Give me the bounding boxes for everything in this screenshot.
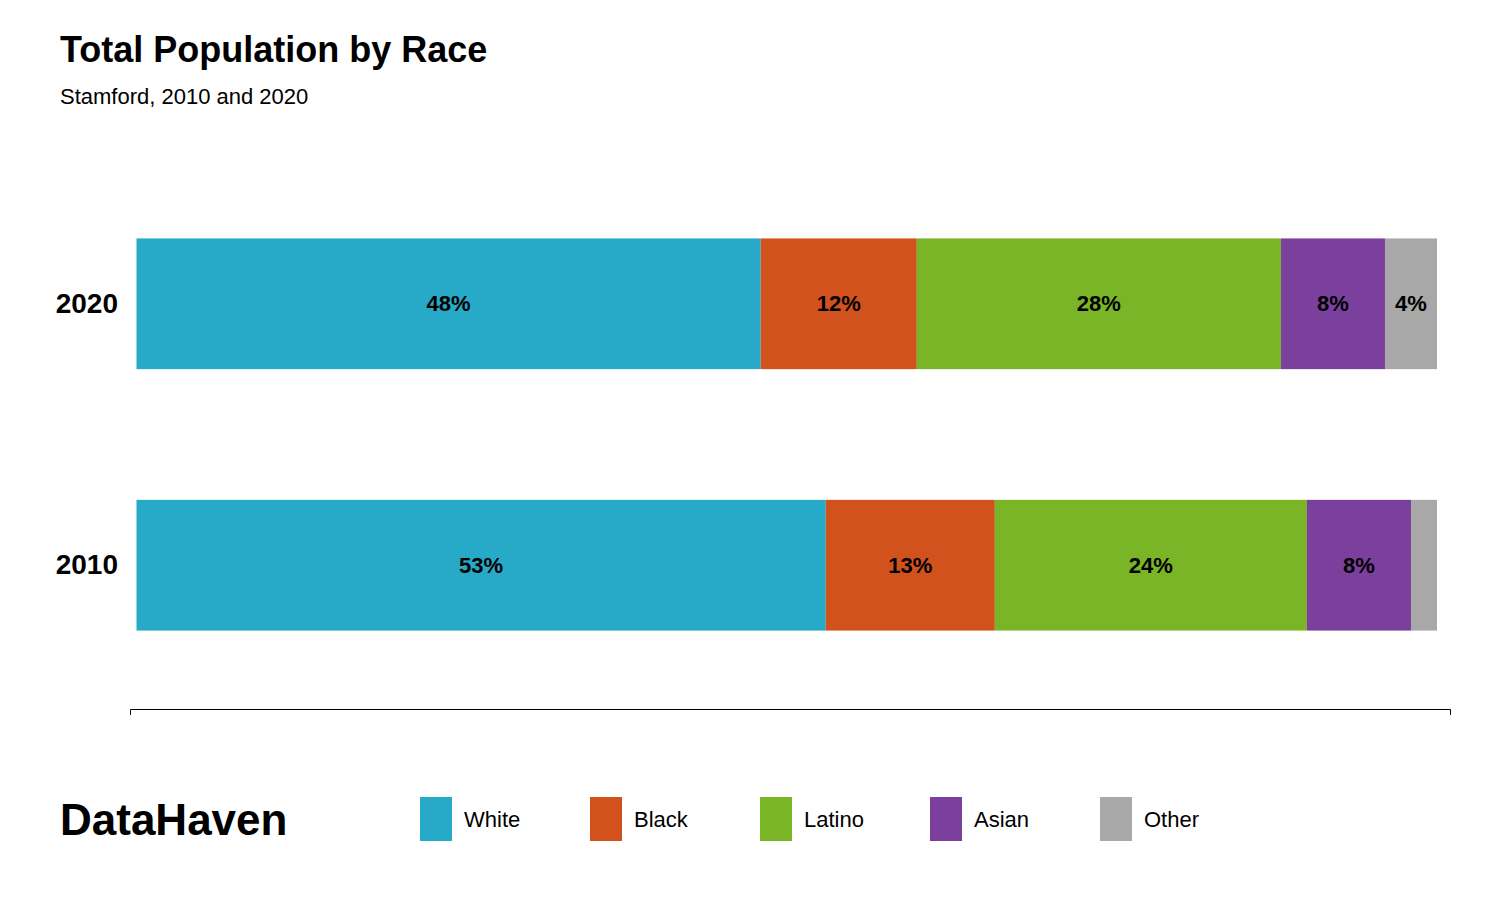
title: Total Population by Race	[60, 29, 487, 70]
legend-swatch	[760, 797, 792, 841]
legend-label: Other	[1144, 807, 1199, 832]
legend-item: Asian	[930, 797, 1029, 841]
bar-segment	[1411, 500, 1437, 631]
bar-segment	[1281, 238, 1385, 369]
legend-item: Latino	[760, 797, 864, 841]
y-tick: 2020	[56, 288, 118, 319]
legend-swatch	[420, 797, 452, 841]
subtitle: Stamford, 2010 and 2020	[60, 84, 308, 109]
bar-segment	[917, 238, 1281, 369]
y-axis: 2020 2010	[56, 288, 118, 580]
data-label: 48%	[427, 291, 471, 316]
chart: Total Population by Race Stamford, 2010 a…	[0, 0, 1500, 899]
x-axis	[131, 710, 1451, 716]
x-axis-line	[131, 710, 1451, 716]
bar-segment	[1385, 238, 1437, 369]
legend-item: Other	[1100, 797, 1199, 841]
legend-item: Black	[590, 797, 689, 841]
bar-segment	[995, 500, 1307, 631]
legend-label: Latino	[804, 807, 864, 832]
y-tick: 2010	[56, 549, 118, 580]
legend-swatch	[590, 797, 622, 841]
data-label: 12%	[817, 291, 861, 316]
bar-segment	[137, 500, 826, 631]
data-label: 8%	[1343, 553, 1375, 578]
legend-swatch	[930, 797, 962, 841]
data-label: 13%	[888, 553, 932, 578]
data-labels: 48% 53% 12% 13% 28% 24% 8% 8% 4%	[427, 291, 1427, 577]
plot: 48% 53% 12% 13% 28% 24% 8% 8% 4% 2020 2010	[56, 238, 1451, 715]
y-tick-label: 2010	[56, 549, 118, 580]
legend-swatch	[1100, 797, 1132, 841]
annotation: DataHaven	[60, 795, 287, 844]
bar-segment	[826, 500, 995, 631]
bar-segment	[1307, 500, 1411, 631]
data-label: 28%	[1077, 291, 1121, 316]
legend: White Black Latino Asian Other	[420, 797, 1199, 841]
data-label: 4%	[1395, 291, 1427, 316]
data-label: 8%	[1317, 291, 1349, 316]
bars	[137, 238, 1437, 630]
bar-segment	[761, 238, 917, 369]
legend-item: White	[420, 797, 520, 841]
legend-label: Black	[634, 807, 689, 832]
legend-label: White	[464, 807, 520, 832]
data-label: 53%	[459, 553, 503, 578]
legend-label: Asian	[974, 807, 1029, 832]
y-tick-label: 2020	[56, 288, 118, 319]
bar-segment	[137, 238, 761, 369]
data-label: 24%	[1129, 553, 1173, 578]
